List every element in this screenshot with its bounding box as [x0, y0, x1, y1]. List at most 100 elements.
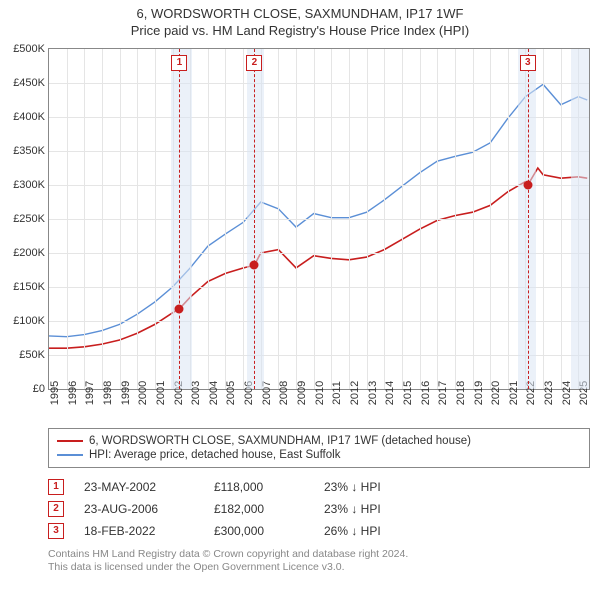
- xtick-label: 2012: [349, 381, 361, 405]
- footer: Contains HM Land Registry data © Crown c…: [48, 548, 590, 575]
- sales-price: £182,000: [214, 502, 304, 516]
- xtick-label: 2013: [367, 381, 379, 405]
- ytick-label: £450K: [13, 77, 45, 89]
- gridline-v: [384, 49, 385, 389]
- gridline-v: [84, 49, 85, 389]
- gridline-v: [508, 49, 509, 389]
- xtick-label: 2009: [296, 381, 308, 405]
- ytick-label: £250K: [13, 213, 45, 225]
- legend-swatch: [57, 454, 83, 456]
- sales-date: 23-AUG-2006: [84, 502, 194, 516]
- xtick-label: 2018: [455, 381, 467, 405]
- gridline-v: [243, 49, 244, 389]
- gridline-v: [561, 49, 562, 389]
- sales-row: 2 23-AUG-2006 £182,000 23% ↓ HPI: [48, 498, 590, 520]
- xtick-label: 2019: [473, 381, 485, 405]
- xtick-label: 2014: [384, 381, 396, 405]
- xtick-label: 2017: [437, 381, 449, 405]
- sales-row: 3 18-FEB-2022 £300,000 26% ↓ HPI: [48, 520, 590, 542]
- legend-label: HPI: Average price, detached house, East…: [89, 449, 340, 461]
- sales-date: 18-FEB-2022: [84, 524, 194, 538]
- title-line2: Price paid vs. HM Land Registry's House …: [0, 23, 600, 40]
- xtick-label: 1997: [84, 381, 96, 405]
- sale-marker-dot: [250, 261, 259, 270]
- legend-swatch: [57, 440, 83, 442]
- title-block: 6, WORDSWORTH CLOSE, SAXMUNDHAM, IP17 1W…: [0, 0, 600, 44]
- gridline-v: [331, 49, 332, 389]
- xtick-label: 2003: [190, 381, 202, 405]
- gridline-v: [296, 49, 297, 389]
- sales-row: 123-MAY-2002£118,00023% ↓ HPI: [48, 476, 590, 498]
- xtick-label: 2008: [278, 381, 290, 405]
- sales-num-box: 1: [48, 479, 64, 495]
- ytick-label: £400K: [13, 111, 45, 123]
- gridline-v: [120, 49, 121, 389]
- sale-marker-line: [254, 49, 255, 389]
- sale-marker-dot: [523, 180, 532, 189]
- ytick-label: £300K: [13, 179, 45, 191]
- sales-price: £300,000: [214, 524, 304, 538]
- legend-row: HPI: Average price, detached house, East…: [57, 448, 581, 462]
- xtick-label: 2001: [155, 381, 167, 405]
- gridline-v: [155, 49, 156, 389]
- xtick-label: 1999: [120, 381, 132, 405]
- xtick-label: 2016: [420, 381, 432, 405]
- ytick-label: £500K: [13, 43, 45, 55]
- gridline-v: [67, 49, 68, 389]
- gridline-v: [367, 49, 368, 389]
- shade-band: [171, 49, 192, 389]
- ytick-label: £200K: [13, 247, 45, 259]
- shade-band: [571, 49, 589, 389]
- sale-marker-dot: [175, 304, 184, 313]
- gridline-v: [437, 49, 438, 389]
- sales-table: 123-MAY-2002£118,00023% ↓ HPI223-AUG-200…: [48, 476, 590, 542]
- xtick-label: 2020: [490, 381, 502, 405]
- sales-delta: 26% ↓ HPI: [324, 524, 381, 538]
- sale-marker-box: 3: [520, 55, 536, 71]
- sale-marker-box: 2: [246, 55, 262, 71]
- title-line1: 6, WORDSWORTH CLOSE, SAXMUNDHAM, IP17 1W…: [0, 6, 600, 23]
- gridline-v: [490, 49, 491, 389]
- gridline-v: [278, 49, 279, 389]
- legend-label: 6, WORDSWORTH CLOSE, SAXMUNDHAM, IP17 1W…: [89, 435, 471, 447]
- ytick-label: £100K: [13, 315, 45, 327]
- legend-row: 6, WORDSWORTH CLOSE, SAXMUNDHAM, IP17 1W…: [57, 434, 581, 448]
- gridline-v: [314, 49, 315, 389]
- shade-band: [247, 49, 265, 389]
- gridline-v: [137, 49, 138, 389]
- xtick-label: 1998: [102, 381, 114, 405]
- sale-marker-line: [179, 49, 180, 389]
- sale-marker-line: [528, 49, 529, 389]
- gridline-v: [455, 49, 456, 389]
- sales-price: £118,000: [214, 480, 304, 494]
- xtick-label: 2005: [225, 381, 237, 405]
- xtick-label: 2015: [402, 381, 414, 405]
- xtick-label: 2011: [331, 381, 343, 405]
- gridline-v: [208, 49, 209, 389]
- xtick-label: 1995: [49, 381, 61, 405]
- xtick-label: 2010: [314, 381, 326, 405]
- gridline-v: [402, 49, 403, 389]
- ytick-label: £150K: [13, 281, 45, 293]
- xtick-label: 2023: [543, 381, 555, 405]
- sales-num-box: 2: [48, 501, 64, 517]
- sales-delta: 23% ↓ HPI: [324, 502, 381, 516]
- gridline-v: [349, 49, 350, 389]
- footer-line1: Contains HM Land Registry data © Crown c…: [48, 548, 590, 562]
- ytick-label: £350K: [13, 145, 45, 157]
- xtick-label: 2000: [137, 381, 149, 405]
- ytick-label: £0: [33, 383, 45, 395]
- xtick-label: 2004: [208, 381, 220, 405]
- gridline-v: [420, 49, 421, 389]
- sale-marker-box: 1: [171, 55, 187, 71]
- ytick-label: £50K: [19, 349, 45, 361]
- gridline-v: [102, 49, 103, 389]
- chart-container: 6, WORDSWORTH CLOSE, SAXMUNDHAM, IP17 1W…: [0, 0, 600, 575]
- gridline-v: [473, 49, 474, 389]
- gridline-v: [543, 49, 544, 389]
- sales-delta: 23% ↓ HPI: [324, 480, 381, 494]
- legend: 6, WORDSWORTH CLOSE, SAXMUNDHAM, IP17 1W…: [48, 428, 590, 468]
- sales-num-box: 3: [48, 523, 64, 539]
- chart-area: £0£50K£100K£150K£200K£250K£300K£350K£400…: [48, 48, 590, 390]
- xtick-label: 1996: [67, 381, 79, 405]
